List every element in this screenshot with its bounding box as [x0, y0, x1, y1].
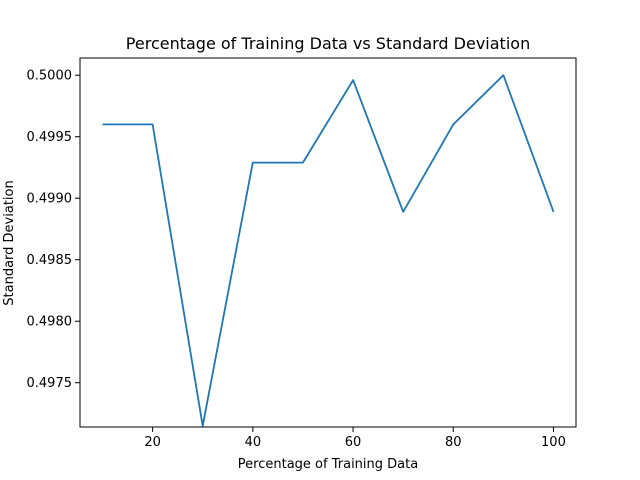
x-tick-label: 100: [541, 435, 566, 450]
y-axis-title: Standard Deviation: [2, 180, 17, 305]
x-tick-label: 20: [144, 435, 161, 450]
series-line: [102, 74, 555, 427]
y-tick-label: 0.4975: [27, 376, 73, 391]
y-tick-label: 0.5000: [27, 69, 73, 84]
y-tick-label: 0.4985: [27, 253, 73, 268]
y-tick-label: 0.4995: [27, 130, 73, 145]
x-axis-title: Percentage of Training Data: [238, 457, 418, 472]
y-tick-label: 0.4990: [27, 192, 73, 207]
x-tick-label: 40: [245, 435, 262, 450]
chart-title: Percentage of Training Data vs Standard …: [126, 34, 530, 53]
x-tick-label: 60: [345, 435, 362, 450]
x-axis-ticks: 20 40 60 80 100: [144, 427, 566, 450]
plot-area: [102, 74, 555, 427]
y-axis-ticks: 0.4975 0.4980 0.4985 0.4990 0.4995 0.5000: [27, 69, 80, 391]
y-tick-label: 0.4980: [27, 315, 73, 330]
x-tick-label: 80: [445, 435, 462, 450]
plot-frame: [79, 57, 577, 428]
